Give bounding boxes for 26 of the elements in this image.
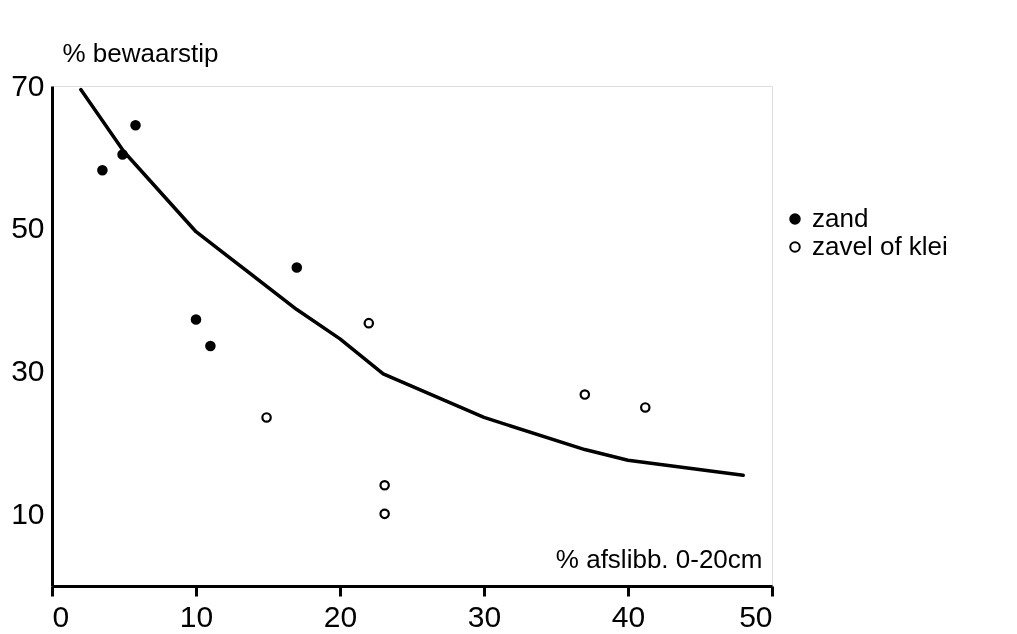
- y-tick-label: 70: [11, 68, 45, 102]
- line-series: [79, 87, 745, 478]
- legend-label: zand: [812, 203, 869, 233]
- x-tick-label: 20: [323, 599, 358, 633]
- point: [130, 120, 141, 131]
- point: [97, 165, 108, 176]
- point: [579, 389, 591, 400]
- x-axis-title: % afslibb. 0-20cm: [555, 543, 763, 574]
- point: [363, 317, 375, 329]
- point: [261, 412, 272, 423]
- x-tick-label: 50: [739, 599, 773, 633]
- point: [190, 314, 202, 325]
- x-tick-label: 40: [611, 599, 646, 633]
- y-tick-label: 10: [11, 497, 45, 531]
- x-tick-label: 10: [179, 599, 214, 633]
- y-tick-label: 50: [11, 211, 45, 245]
- point: [379, 508, 390, 520]
- x-tick-label: 30: [467, 599, 502, 633]
- x-tick-label: 0: [52, 599, 70, 633]
- legend-label: zavel of klei: [812, 231, 948, 261]
- y-axis-title: % bewaarstip: [62, 37, 219, 68]
- point: [291, 262, 303, 273]
- point: [640, 402, 651, 413]
- point: [379, 480, 390, 491]
- point: [205, 340, 216, 352]
- y-tick-label: 30: [11, 354, 45, 388]
